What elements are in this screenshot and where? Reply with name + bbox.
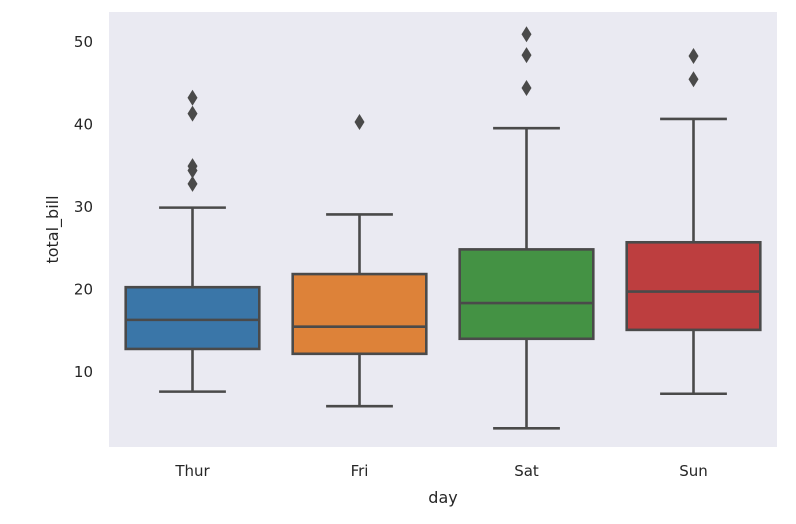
y-tick-label: 50 bbox=[74, 33, 93, 51]
flier-point bbox=[187, 105, 198, 122]
iqr-box bbox=[291, 272, 428, 356]
y-tick-label: 30 bbox=[74, 198, 93, 216]
flier-point bbox=[187, 89, 198, 106]
flier-point bbox=[521, 26, 532, 43]
iqr-box bbox=[625, 240, 762, 332]
x-tick-label: Fri bbox=[351, 462, 369, 480]
x-tick-label: Sun bbox=[679, 462, 708, 480]
y-tick-label: 40 bbox=[74, 115, 93, 133]
box-thur bbox=[124, 89, 261, 393]
iqr-box bbox=[458, 248, 595, 341]
box-sat bbox=[458, 26, 595, 430]
plot-area bbox=[109, 12, 777, 447]
flier-point bbox=[521, 47, 532, 64]
flier-point bbox=[688, 71, 699, 88]
box-series bbox=[124, 26, 762, 430]
flier-point bbox=[688, 47, 699, 64]
y-tick-label: 10 bbox=[74, 363, 93, 381]
flier-point bbox=[354, 114, 365, 131]
iqr-box bbox=[124, 285, 261, 351]
x-tick-label: Sat bbox=[514, 462, 539, 480]
flier-point bbox=[521, 79, 532, 96]
y-tick-label: 20 bbox=[74, 281, 93, 299]
x-axis-ticks: Thur Fri Sat Sun bbox=[174, 462, 707, 480]
x-axis-label: day bbox=[428, 488, 457, 507]
x-tick-label: Thur bbox=[174, 462, 210, 480]
y-axis-ticks: 10 20 30 40 50 bbox=[74, 33, 93, 381]
flier-point bbox=[187, 158, 198, 175]
flier-point bbox=[187, 175, 198, 192]
box-fri bbox=[291, 114, 428, 408]
y-axis-label: total_bill bbox=[43, 195, 63, 263]
box-sun bbox=[625, 47, 762, 396]
